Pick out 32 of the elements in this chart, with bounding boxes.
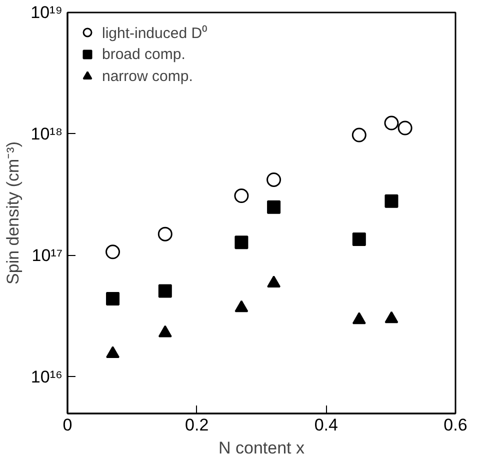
point: [352, 312, 366, 324]
x-tick-label: 0.4: [314, 416, 338, 434]
point: [158, 284, 172, 298]
y-tick-label: 10¹⁹: [30, 3, 63, 22]
point: [384, 194, 398, 208]
point: [234, 300, 248, 312]
point: [267, 276, 281, 288]
point: [106, 244, 120, 260]
y-tick-label: 10¹⁸: [30, 124, 63, 144]
point: [266, 172, 282, 187]
point: [158, 325, 172, 338]
legend-label: light-induced D⁰: [102, 24, 208, 42]
y-tick-label: 10¹⁶: [30, 367, 63, 386]
x-tick-label: 0.2: [185, 416, 209, 434]
point: [384, 116, 399, 130]
point: [384, 311, 398, 324]
legend-label: narrow comp.: [102, 68, 193, 84]
point: [352, 128, 366, 142]
point: [106, 292, 120, 306]
y-axis-title: Spin density (cm⁻³): [4, 142, 23, 284]
point: [234, 188, 249, 203]
x-tick-label: 0.6: [444, 416, 468, 434]
point: [106, 346, 120, 358]
point: [352, 232, 366, 246]
point: [398, 120, 412, 136]
y-tick-label: 10¹⁷: [32, 246, 63, 265]
point: [267, 200, 281, 214]
legend-label: broad comp.: [102, 46, 186, 62]
point: [234, 236, 248, 250]
x-axis-title: N content x: [218, 438, 305, 458]
point: [158, 226, 172, 242]
x-tick-label: 0: [62, 416, 72, 434]
